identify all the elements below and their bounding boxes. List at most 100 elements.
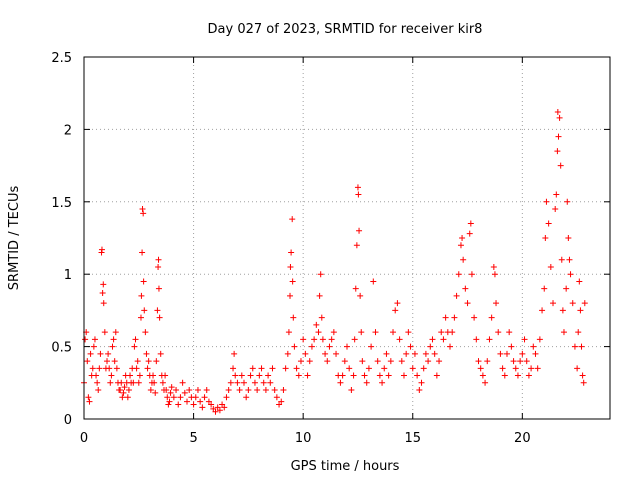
data-point <box>197 398 204 405</box>
data-point <box>525 372 532 379</box>
data-point <box>503 350 510 357</box>
data-point <box>238 372 245 379</box>
data-point <box>144 365 151 372</box>
data-point <box>455 271 462 278</box>
data-point <box>560 329 567 336</box>
data-point <box>466 230 473 237</box>
data-point <box>137 314 144 321</box>
data-point <box>473 336 480 343</box>
data-point <box>403 350 410 357</box>
data-point <box>118 379 125 386</box>
data-point <box>581 300 588 307</box>
data-point <box>486 336 493 343</box>
data-point <box>142 329 149 336</box>
data-point <box>457 242 464 249</box>
data-point <box>313 321 320 328</box>
data-point <box>324 358 331 365</box>
data-point <box>208 401 215 408</box>
y-tick-label: 2 <box>64 123 72 138</box>
data-point <box>319 336 326 343</box>
data-point <box>348 387 355 394</box>
data-point <box>346 365 353 372</box>
data-point <box>574 365 581 372</box>
data-point <box>140 278 147 285</box>
data-point <box>82 336 89 343</box>
data-point <box>308 343 315 350</box>
data-point <box>396 336 403 343</box>
data-point <box>93 372 100 379</box>
data-point <box>567 271 574 278</box>
data-point <box>368 343 375 350</box>
data-point <box>85 394 92 401</box>
x-tick-label: 0 <box>80 431 88 446</box>
data-point <box>422 350 429 357</box>
data-point <box>462 285 469 292</box>
data-point <box>374 358 381 365</box>
data-point <box>506 329 513 336</box>
data-point <box>150 372 157 379</box>
data-point <box>453 292 460 299</box>
data-point <box>370 278 377 285</box>
y-tick-label: 0 <box>64 413 72 428</box>
data-point <box>230 365 237 372</box>
data-point <box>471 314 478 321</box>
data-point <box>350 372 357 379</box>
data-point <box>280 387 287 394</box>
data-point <box>247 372 254 379</box>
data-point <box>523 358 530 365</box>
data-point <box>127 372 134 379</box>
data-point <box>139 249 146 256</box>
data-point <box>153 358 160 365</box>
data-point <box>97 350 104 357</box>
data-point <box>108 372 115 379</box>
data-point <box>550 300 557 307</box>
data-point <box>467 220 474 227</box>
data-point <box>223 394 230 401</box>
data-point <box>302 350 309 357</box>
data-point <box>216 407 223 414</box>
data-point <box>262 387 269 394</box>
data-point <box>460 256 467 263</box>
data-point <box>354 184 361 191</box>
chart-title: Day 027 of 2023, SRMTID for receiver kir… <box>208 22 483 37</box>
data-point <box>130 379 137 386</box>
data-point <box>392 307 399 314</box>
grid-lines <box>84 57 610 419</box>
data-point <box>508 343 515 350</box>
data-point <box>112 329 119 336</box>
data-point <box>87 350 94 357</box>
data-point <box>125 387 132 394</box>
data-point <box>372 329 379 336</box>
data-point <box>173 387 180 394</box>
data-point <box>143 350 150 357</box>
data-point <box>534 365 541 372</box>
data-point <box>240 379 247 386</box>
data-point <box>124 394 131 401</box>
data-point <box>152 389 159 396</box>
y-tick-label: 1 <box>64 268 72 283</box>
data-point <box>351 336 358 343</box>
data-point <box>475 358 482 365</box>
data-point <box>147 387 154 394</box>
data-point <box>339 372 346 379</box>
data-point <box>394 300 401 307</box>
data-point <box>542 235 549 241</box>
data-point <box>318 314 325 321</box>
data-point <box>290 314 297 321</box>
data-point <box>86 398 93 405</box>
data-point <box>438 329 445 336</box>
data-point <box>322 350 329 357</box>
data-point <box>192 394 199 401</box>
data-point <box>267 379 274 386</box>
data-point <box>355 191 362 198</box>
data-point <box>383 350 390 357</box>
data-point <box>99 290 106 297</box>
data-point <box>519 350 526 357</box>
data-point <box>84 358 91 365</box>
data-point <box>557 162 564 169</box>
data-point <box>212 408 219 415</box>
data-point <box>136 372 143 379</box>
data-point <box>545 220 552 227</box>
data-point <box>477 365 484 372</box>
data-point <box>554 148 561 155</box>
